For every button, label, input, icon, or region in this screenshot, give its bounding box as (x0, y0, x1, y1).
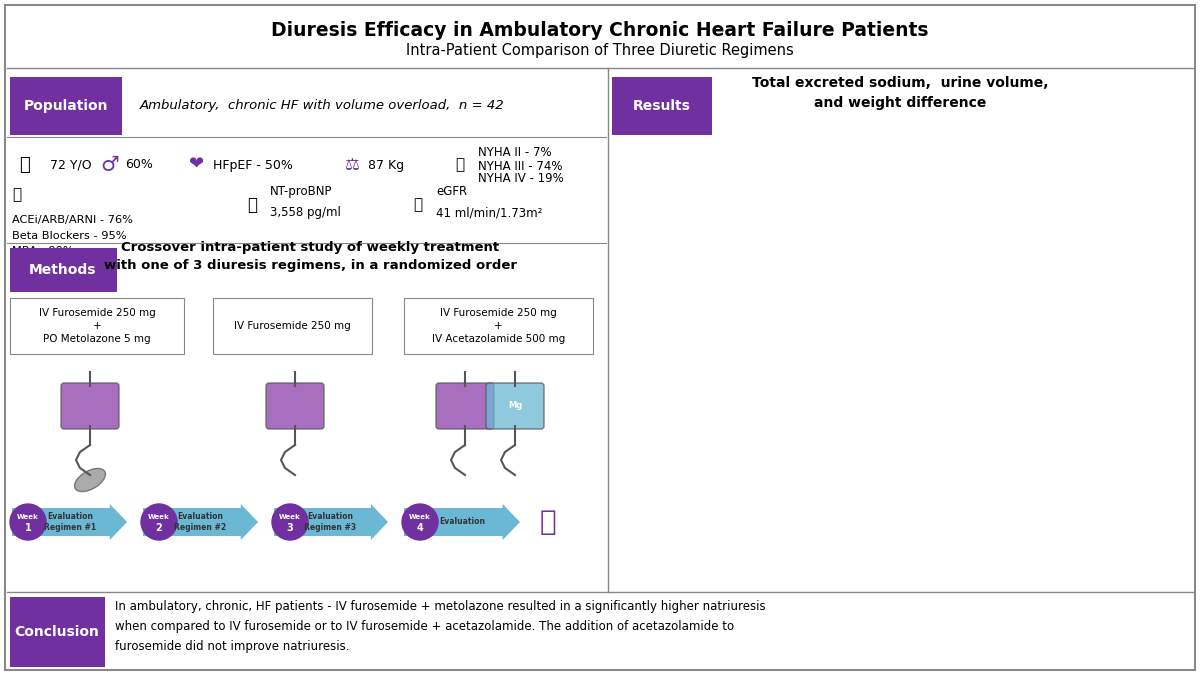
Text: ⚖: ⚖ (344, 156, 360, 174)
Text: Results: Results (634, 99, 691, 113)
Polygon shape (109, 504, 127, 540)
Text: Mg: Mg (508, 400, 522, 410)
Circle shape (402, 504, 438, 540)
Text: Total excreted sodium,  urine volume,
and weight difference: Total excreted sodium, urine volume, and… (751, 76, 1049, 110)
Text: 87 Kg: 87 Kg (368, 159, 404, 171)
X-axis label: Treatment: Treatment (866, 601, 923, 610)
Text: NYHA II - 7%: NYHA II - 7% (478, 146, 552, 159)
Text: Evaluation
Regimen #2: Evaluation Regimen #2 (174, 512, 226, 532)
FancyBboxPatch shape (10, 77, 122, 135)
Bar (274, 508, 371, 536)
Text: Population: Population (24, 99, 108, 113)
Text: Methods: Methods (29, 263, 97, 277)
Text: NT-proBNP
3,558 pg/ml: NT-proBNP 3,558 pg/ml (270, 185, 341, 219)
Bar (404, 508, 503, 536)
Text: *: * (715, 165, 721, 179)
Polygon shape (371, 504, 388, 540)
FancyBboxPatch shape (486, 383, 544, 429)
FancyBboxPatch shape (10, 248, 118, 292)
FancyBboxPatch shape (5, 5, 1195, 670)
Text: 2: 2 (156, 523, 162, 533)
Text: *: * (1068, 125, 1074, 138)
Text: *: * (892, 362, 898, 375)
Text: Evaluation: Evaluation (439, 518, 485, 526)
Bar (143, 508, 241, 536)
Text: 🪑: 🪑 (456, 157, 464, 173)
Text: eGFR
41 ml/min/1.73m²: eGFR 41 ml/min/1.73m² (436, 185, 542, 219)
Y-axis label: Sodium weight (mg): Sodium weight (mg) (584, 184, 595, 289)
Text: 1: 1 (25, 523, 31, 533)
Text: Week: Week (17, 514, 38, 520)
Polygon shape (503, 504, 520, 540)
Text: 3: 3 (287, 523, 293, 533)
FancyBboxPatch shape (436, 383, 494, 429)
Text: ❤: ❤ (188, 156, 204, 174)
Text: 4: 4 (416, 523, 424, 533)
Text: Conclusion: Conclusion (14, 625, 100, 639)
FancyBboxPatch shape (612, 77, 712, 135)
Text: Week: Week (148, 514, 170, 520)
Text: Week: Week (280, 514, 301, 520)
Text: Intra-Patient Comparison of Three Diuretic Regimens: Intra-Patient Comparison of Three Diuret… (406, 43, 794, 57)
Text: 💊: 💊 (12, 188, 22, 202)
Text: ⏸: ⏸ (540, 508, 557, 536)
Circle shape (142, 504, 178, 540)
Y-axis label: Urine volume (liter): Urine volume (liter) (732, 413, 743, 515)
Text: 72 Y/O: 72 Y/O (50, 159, 91, 171)
Text: 60%: 60% (125, 159, 152, 171)
Text: Crossover intra-patient study of weekly treatment
with one of 3 diuresis regimen: Crossover intra-patient study of weekly … (103, 242, 516, 273)
Text: **: ** (750, 142, 763, 155)
Text: In ambulatory, chronic, HF patients - IV furosemide + metolazone resulted in a s: In ambulatory, chronic, HF patients - IV… (115, 600, 766, 653)
X-axis label: Treatment: Treatment (1004, 378, 1061, 387)
Text: Evaluation
Regimen #3: Evaluation Regimen #3 (304, 512, 356, 532)
Polygon shape (241, 504, 258, 540)
Text: HFpEF - 50%: HFpEF - 50% (214, 159, 293, 171)
Y-axis label: Weight difference (kg): Weight difference (kg) (871, 178, 881, 294)
Circle shape (10, 504, 46, 540)
Circle shape (272, 504, 308, 540)
Text: Diuresis Efficacy in Ambulatory Chronic Heart Failure Patients: Diuresis Efficacy in Ambulatory Chronic … (271, 20, 929, 40)
FancyBboxPatch shape (10, 298, 184, 354)
Text: ♂: ♂ (101, 155, 119, 175)
Text: 👥: 👥 (19, 156, 30, 174)
Ellipse shape (74, 468, 106, 491)
X-axis label: Treatment: Treatment (728, 378, 785, 387)
Text: ACEi/ARB/ARNI - 76%
Beta Blockers - 95%
MRA - 90%
SGLT2i - 95%: ACEi/ARB/ARNI - 76% Beta Blockers - 95% … (12, 215, 133, 272)
FancyBboxPatch shape (266, 383, 324, 429)
Text: Ambulatory,  chronic HF with volume overload,  n = 42: Ambulatory, chronic HF with volume overl… (140, 99, 505, 113)
Text: NYHA III - 74%: NYHA III - 74% (478, 159, 563, 173)
Text: 💉: 💉 (247, 196, 257, 214)
Text: IV Furosemide 250 mg
+
IV Acetazolamide 500 mg: IV Furosemide 250 mg + IV Acetazolamide … (432, 308, 565, 344)
Bar (12, 508, 109, 536)
Text: IV Furosemide 250 mg: IV Furosemide 250 mg (234, 321, 350, 331)
FancyBboxPatch shape (61, 383, 119, 429)
FancyBboxPatch shape (214, 298, 372, 354)
Text: NYHA IV - 19%: NYHA IV - 19% (478, 173, 564, 186)
FancyBboxPatch shape (404, 298, 593, 354)
FancyBboxPatch shape (10, 597, 106, 667)
Text: 🫘: 🫘 (414, 198, 422, 213)
Text: Week: Week (409, 514, 431, 520)
Text: IV Furosemide 250 mg
+
PO Metolazone 5 mg: IV Furosemide 250 mg + PO Metolazone 5 m… (38, 308, 155, 344)
Text: Evaluation
Regimen #1: Evaluation Regimen #1 (44, 512, 96, 532)
